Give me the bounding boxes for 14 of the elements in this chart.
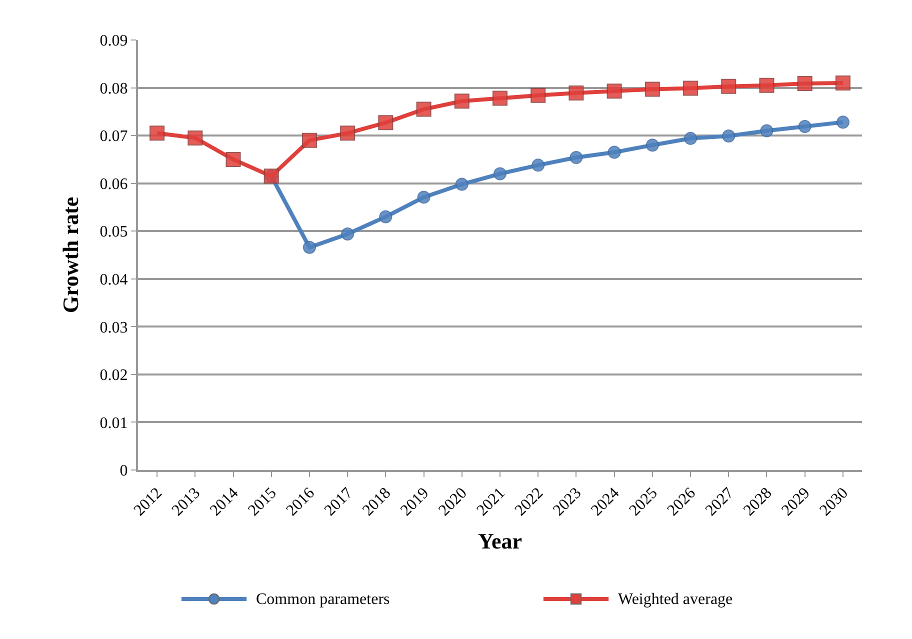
y-tick-label: 0.01 (100, 414, 128, 432)
y-tick-label: 0.09 (100, 32, 128, 50)
y-tick-label: 0.02 (100, 367, 128, 384)
legend-label: Weighted average (618, 591, 733, 608)
y-tick-label: 0.06 (100, 176, 128, 193)
y-tick-label: 0.03 (100, 319, 128, 336)
y-tick-label: 0.07 (100, 128, 128, 146)
legend-label: Common parameters (256, 591, 390, 608)
y-tick-label: 0.04 (100, 271, 128, 288)
y-tick-label: 0.08 (100, 80, 128, 98)
y-tick-label: 0.05 (100, 224, 128, 241)
x-axis-title: Year (478, 528, 522, 554)
y-axis-title: Growth rate (58, 196, 84, 314)
y-tick-label: 0 (120, 462, 128, 480)
